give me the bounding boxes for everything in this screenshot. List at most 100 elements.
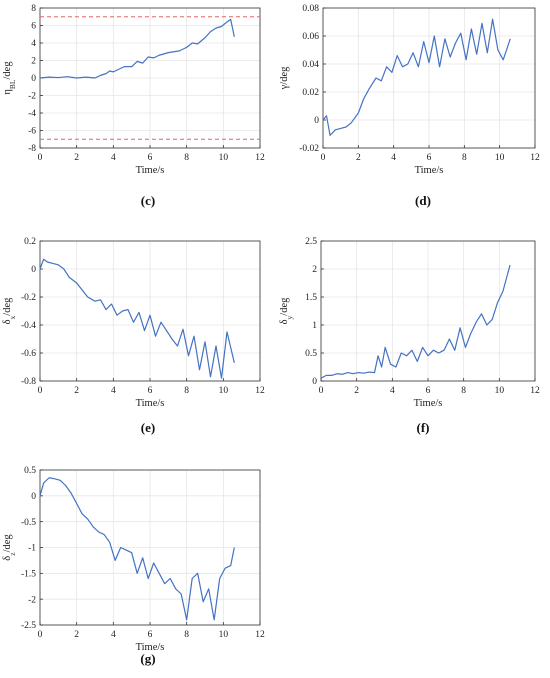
y-tick-label: 2 — [312, 265, 317, 275]
y-tick-label: -0.6 — [21, 349, 36, 359]
x-tick-label: 12 — [530, 386, 540, 396]
y-tick-label: 0 — [314, 116, 319, 126]
y-tick-label: 0.06 — [302, 32, 319, 42]
y-tick-label: 2 — [31, 57, 36, 67]
x-tick-label: 12 — [530, 153, 540, 163]
x-tick-label: 0 — [321, 153, 326, 163]
x-tick-label: 10 — [219, 630, 229, 640]
y-tick-label: -2 — [28, 92, 36, 102]
y-tick-label: -0.02 — [299, 144, 319, 154]
x-axis-label: Time/s — [136, 642, 165, 650]
x-axis-label: Time/s — [136, 165, 165, 176]
x-tick-label: 2 — [356, 153, 361, 163]
y-tick-label: 0.2 — [24, 237, 36, 247]
x-tick-label: 2 — [74, 386, 79, 396]
y-axis-label: γ/deg — [279, 66, 290, 90]
y-axis-label: δz/deg — [2, 534, 17, 561]
x-tick-label: 8 — [462, 153, 467, 163]
caption-e: (e) — [140, 420, 156, 435]
x-tick-label: 4 — [111, 153, 116, 163]
x-tick-label: 0 — [38, 153, 43, 163]
x-tick-label: 4 — [111, 386, 116, 396]
y-tick-label: -0.5 — [21, 518, 36, 528]
y-tick-label: 0 — [31, 74, 36, 84]
y-tick-label: -0.2 — [21, 293, 36, 303]
y-tick-label: -2 — [28, 595, 36, 605]
x-tick-label: 8 — [184, 630, 189, 640]
x-tick-label: 2 — [74, 630, 79, 640]
y-tick-label: -6 — [28, 127, 36, 137]
chart-e: 0 2 4 6 8 10 12 -0.8 -0.6 -0.4 -0.2 0 0.2 Time/s δx/de… — [2, 237, 265, 409]
y-tick-label: -1 — [28, 544, 36, 554]
x-tick-label: 6 — [148, 630, 153, 640]
y-tick-label: 0 — [31, 265, 36, 275]
y-tick-label: -1.5 — [21, 570, 36, 580]
y-tick-label: -4 — [28, 109, 36, 119]
chart-g: 0 2 4 6 8 10 12 -2.5 -2 -1.5 -1 -0.5 0 0.5 Time/s δz/de… — [2, 466, 265, 650]
x-tick-label: 6 — [148, 153, 153, 163]
y-tick-label: 0.08 — [302, 4, 319, 14]
x-tick-label: 2 — [74, 153, 79, 163]
chart-panel-e: 0 2 4 6 8 10 12 -0.8 -0.6 -0.4 -0.2 0 0.2 Time/s δx/de… — [0, 226, 275, 436]
chart-panel-g: 0 2 4 6 8 10 12 -2.5 -2 -1.5 -1 -0.5 0 0.5 Time/s δz/de… — [0, 455, 275, 675]
chart-panel-c: 0 2 4 6 8 10 12 -8 -6 -4 -2 0 2 4 6 8 Time/s ηBL/deg (c) — [0, 0, 275, 210]
y-tick-label: -0.4 — [21, 321, 36, 331]
grid-lines — [320, 240, 536, 382]
x-tick-label: 10 — [495, 153, 505, 163]
x-tick-label: 10 — [219, 153, 229, 163]
x-axis-label: Time/s — [415, 165, 444, 176]
x-tick-label: 8 — [184, 386, 189, 396]
y-tick-label: 8 — [31, 4, 36, 14]
chart-d: 0 2 4 6 8 10 12-0.0200.020.040.060.08Time/sγ/d… — [279, 4, 540, 176]
series-line — [322, 18, 511, 136]
x-tick-label: 6 — [427, 153, 432, 163]
y-tick-label: 0.5 — [305, 349, 317, 359]
y-axis-label: ηBL/deg — [2, 61, 17, 95]
y-tick-label: -8 — [28, 144, 36, 154]
y-tick-label: -2.5 — [21, 621, 36, 631]
y-tick-label: 0 — [312, 377, 317, 387]
x-tick-label: 8 — [184, 153, 189, 163]
y-axis-label: δx/deg — [2, 297, 17, 325]
x-tick-label: 0 — [38, 386, 43, 396]
y-tick-label: 2.5 — [305, 237, 317, 247]
series-line — [39, 258, 235, 379]
caption-g: (g) — [140, 651, 156, 666]
y-tick-label: -0.8 — [21, 377, 36, 387]
y-tick-label: 0.5 — [24, 466, 36, 476]
y-tick-label: 4 — [31, 39, 36, 49]
x-tick-label: 0 — [38, 630, 43, 640]
x-tick-label: 6 — [426, 386, 431, 396]
y-tick-label: 0.04 — [302, 60, 319, 70]
chart-panel-d: 0 2 4 6 8 10 12 -0.02 0 0.02 0.04 0.06 0.08 Time/s γ/d… — [275, 0, 550, 210]
x-tick-label: 12 — [255, 386, 265, 396]
y-tick-label: 0 — [31, 492, 36, 502]
x-tick-label: 12 — [255, 153, 265, 163]
grid-lines — [322, 7, 536, 149]
x-tick-label: 4 — [391, 153, 396, 163]
y-axis-label: δy/deg — [279, 297, 294, 325]
y-tick-label: 0.02 — [302, 88, 319, 98]
x-tick-label: 10 — [495, 386, 505, 396]
y-tick-label: 1 — [312, 321, 317, 331]
series-line — [39, 477, 235, 621]
series-line — [39, 18, 235, 79]
x-axis-label: Time/s — [136, 398, 165, 409]
chart-panel-f: 0 2 4 6 8 10 12 0 0.5 1 1.5 2 2.5 Time/s δy/deg (f) — [275, 226, 550, 436]
x-axis-label: Time/s — [414, 398, 443, 409]
x-tick-label: 8 — [461, 386, 466, 396]
x-tick-label: 10 — [219, 386, 229, 396]
series-line — [320, 264, 511, 379]
x-tick-label: 6 — [148, 386, 153, 396]
grid-lines — [39, 469, 261, 626]
chart-c: 0 2 4 6 8 10 12 -8 -6 -4 -2 0 2 4 6 8 Time/s ηBL/deg — [2, 4, 265, 176]
x-tick-label: 2 — [354, 386, 359, 396]
y-tick-label: 1.5 — [305, 293, 317, 303]
x-tick-label: 4 — [111, 630, 116, 640]
x-tick-label: 4 — [390, 386, 395, 396]
caption-d: (d) — [415, 193, 431, 208]
x-tick-label: 0 — [319, 386, 324, 396]
x-tick-label: 12 — [255, 630, 265, 640]
chart-f: 0 2 4 6 8 10 12 0 0.5 1 1.5 2 2.5 Time/s δy/deg — [279, 237, 540, 409]
caption-c: (c) — [140, 193, 156, 208]
